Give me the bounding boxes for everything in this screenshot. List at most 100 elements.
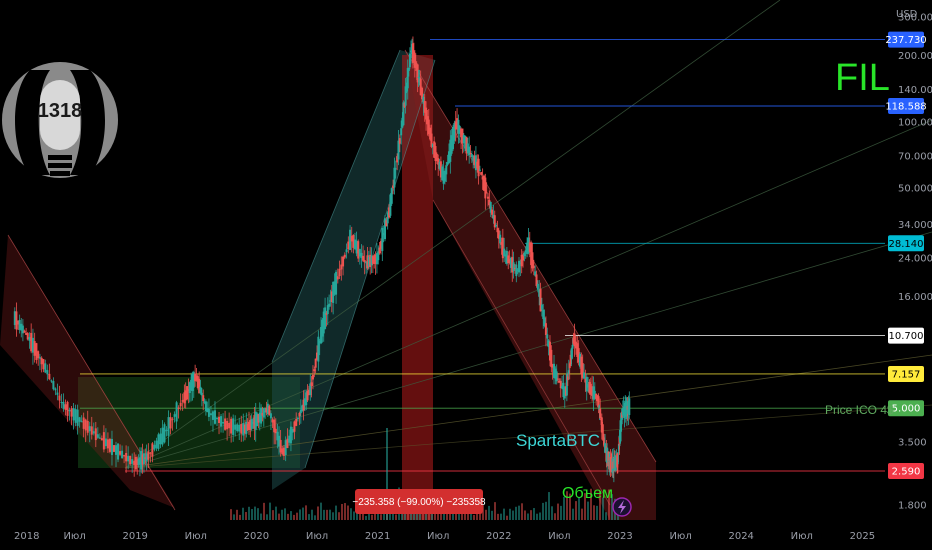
- candle-body: [619, 420, 622, 442]
- volume-bar: [290, 511, 292, 520]
- candle-body: [281, 448, 284, 455]
- candle-body: [234, 424, 237, 430]
- candle-body: [565, 373, 568, 396]
- candle-body: [147, 451, 150, 460]
- candle-body: [397, 140, 400, 160]
- candle-body: [472, 155, 475, 161]
- candle-body: [454, 121, 457, 130]
- candle-body: [409, 50, 412, 53]
- candle-body: [434, 145, 437, 162]
- candle-body: [332, 281, 335, 303]
- volume-bar: [233, 514, 235, 520]
- volume-bar: [329, 509, 331, 520]
- candle-body: [500, 242, 503, 245]
- volume-bar: [491, 510, 493, 520]
- lightning-icon[interactable]: [612, 497, 632, 517]
- price-box-label: 28.140: [889, 239, 924, 250]
- candle-body: [462, 134, 465, 144]
- candle-body: [301, 405, 304, 412]
- candle-body: [536, 283, 539, 290]
- volume-bar: [569, 493, 571, 520]
- volume-bar: [560, 505, 562, 520]
- candle-body: [513, 268, 516, 270]
- volume-bar: [431, 513, 433, 520]
- logo-1318: 1318: [2, 62, 118, 178]
- candle-body: [64, 404, 67, 410]
- volume-bar: [575, 501, 577, 520]
- volume-bar: [428, 509, 430, 520]
- candle-body: [134, 457, 137, 470]
- volume-bar: [584, 493, 586, 520]
- candle-body: [461, 128, 464, 144]
- candle-body: [200, 392, 203, 396]
- volume-bar: [356, 512, 358, 520]
- candle-body: [576, 343, 579, 357]
- candle-body: [480, 172, 483, 175]
- candle-body: [203, 401, 206, 403]
- candle-body: [142, 453, 145, 465]
- candle-body: [320, 326, 323, 344]
- candle-body: [321, 319, 324, 337]
- candle-body: [394, 168, 397, 170]
- volume-bar: [506, 515, 508, 520]
- candle-body: [133, 460, 136, 465]
- candle-body: [42, 359, 45, 370]
- volume-bar: [242, 507, 244, 520]
- candle-body: [243, 424, 246, 434]
- volume-bar: [254, 506, 256, 520]
- candle-body: [519, 263, 522, 265]
- candle-body: [62, 401, 65, 409]
- candle-body: [362, 255, 365, 261]
- volume-bar: [458, 510, 460, 520]
- candle-body: [478, 169, 481, 171]
- candle-body: [206, 408, 209, 413]
- candle-body: [186, 386, 189, 400]
- candle-body: [557, 378, 560, 380]
- candle-body: [400, 128, 403, 136]
- volume-bar: [563, 496, 565, 520]
- candle-body: [181, 400, 184, 402]
- candle-body: [406, 68, 409, 89]
- volume-bar: [602, 497, 604, 520]
- y-tick-label: 3.500: [898, 437, 927, 448]
- volume-bar: [374, 509, 376, 520]
- candle-body: [382, 233, 385, 236]
- candle-body: [530, 242, 533, 266]
- candle-body: [547, 340, 550, 348]
- candle-body: [427, 119, 430, 135]
- x-axis: 2018 Июл 2019 Июл 2020 Июл 2021 Июл 2022 Июл 2023 И…: [14, 531, 875, 542]
- candle-body: [413, 54, 416, 68]
- volume-bar: [410, 510, 412, 520]
- candle-body: [163, 424, 166, 443]
- price-box: 10.700: [888, 327, 924, 344]
- candle-body: [573, 333, 576, 347]
- volume-bar: [275, 506, 277, 520]
- candle-body: [363, 259, 366, 263]
- volume-bar: [302, 507, 304, 520]
- candle-body: [456, 118, 459, 130]
- volume-bar: [599, 491, 601, 520]
- candle-body: [405, 82, 408, 92]
- y-tick-label: 16.000: [898, 292, 932, 303]
- candle-body: [190, 379, 193, 391]
- candle-body: [167, 417, 170, 436]
- candle-body: [17, 320, 20, 325]
- candle-body: [477, 158, 480, 177]
- volume-bar: [317, 506, 319, 520]
- candle-body: [447, 151, 450, 163]
- candle-body: [484, 177, 487, 199]
- price-series: [13, 36, 631, 483]
- volume-bar: [611, 494, 613, 520]
- volume-bar: [605, 512, 607, 520]
- volume-bar: [338, 512, 340, 520]
- candle-body: [306, 390, 309, 401]
- candle-body: [131, 459, 134, 464]
- volume-bar: [512, 510, 514, 520]
- candle-body: [386, 212, 389, 224]
- candle-body: [418, 77, 421, 86]
- candle-body: [127, 455, 130, 462]
- candle-body: [527, 237, 530, 254]
- candle-body: [489, 202, 492, 213]
- candle-body: [88, 426, 91, 432]
